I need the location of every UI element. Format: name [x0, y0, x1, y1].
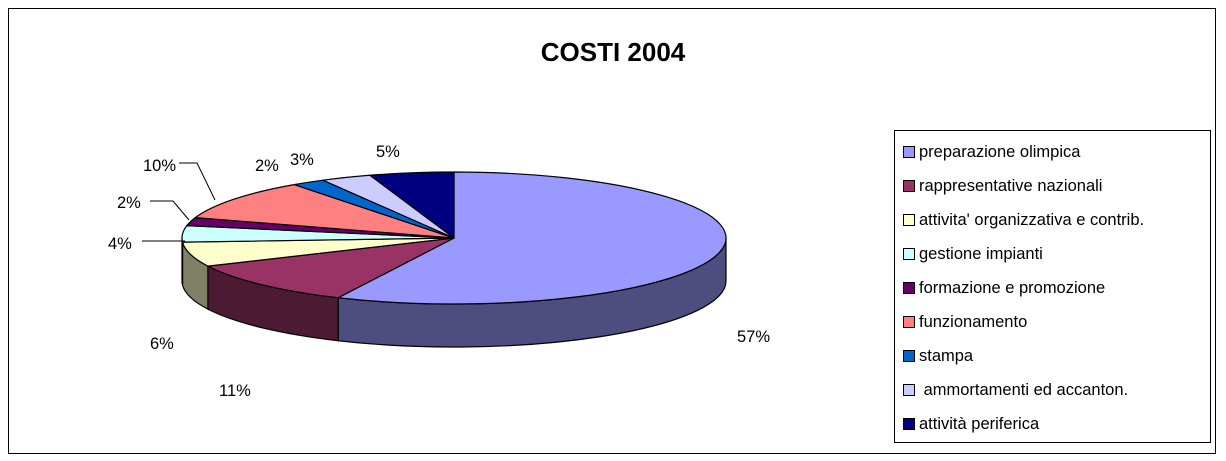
legend-swatch [903, 214, 915, 226]
pie-slice-5 [194, 184, 455, 239]
leader-line-4 [150, 200, 190, 221]
pie-data-labels: 57% 11% 6% 4% 2% 10% 2% 3% 5% [108, 143, 770, 400]
legend-label: funzionamento [919, 312, 1028, 331]
chart-area: COSTI 2004 57% 11% 6% 4% 2% 10% 2% 3% 5% prepara… [8, 8, 1216, 454]
legend-item: attività periferica [903, 414, 1039, 434]
legend-item: funzionamento [903, 312, 1027, 332]
data-label-4: 2% [117, 194, 141, 212]
data-label-5: 10% [143, 157, 176, 175]
pie-side-3 [181, 237, 184, 286]
legend-item: stampa [903, 346, 973, 366]
pie-slice-8 [369, 171, 455, 239]
legend-item: gestione impianti [903, 244, 1043, 264]
data-label-6: 2% [255, 157, 279, 175]
legend-swatch [903, 418, 915, 430]
legend-label: rappresentative nazionali [919, 176, 1103, 195]
pie-slice-1 [207, 237, 455, 299]
data-label-1: 11% [219, 382, 251, 400]
data-label-3: 4% [108, 235, 132, 253]
legend-item: attivita' organizzativa e contrib. [903, 210, 1144, 230]
data-label-8: 5% [376, 143, 400, 161]
pie-side-walls [181, 237, 727, 348]
legend-label: preparazione olimpica [919, 142, 1081, 161]
legend-item: preparazione olimpica [903, 142, 1080, 162]
legend-swatch [903, 350, 915, 362]
legend-label: formazione e promozione [919, 278, 1106, 297]
data-label-7: 3% [290, 151, 314, 169]
pie-top-faces [181, 171, 727, 305]
legend-swatch [903, 384, 915, 396]
data-label-2: 6% [150, 335, 174, 353]
legend-swatch [903, 282, 915, 294]
legend-item: ammortamenti ed accanton. [903, 380, 1128, 400]
pie-slice-0 [337, 171, 727, 305]
legend-label: gestione impianti [919, 244, 1043, 263]
legend-label: ammortamenti ed accanton. [919, 380, 1129, 399]
legend-swatch [903, 180, 915, 192]
legend-swatch [903, 248, 915, 260]
leader-line-5 [179, 162, 216, 201]
legend-item: rappresentative nazionali [903, 176, 1102, 196]
legend-swatch [903, 146, 915, 158]
legend-label: stampa [919, 346, 974, 365]
chart-legend: preparazione olimpica rappresentative naz… [894, 130, 1211, 443]
chart-title: COSTI 2004 [540, 37, 686, 67]
legend-label: attivita' organizzativa e contrib. [919, 210, 1145, 229]
pie-chart: 57% 11% 6% 4% 2% 10% 2% 3% 5% [108, 143, 770, 400]
legend-item: formazione e promozione [903, 278, 1105, 298]
legend-swatch [903, 316, 915, 328]
data-label-0: 57% [737, 328, 770, 346]
legend-label: attività periferica [919, 414, 1040, 433]
